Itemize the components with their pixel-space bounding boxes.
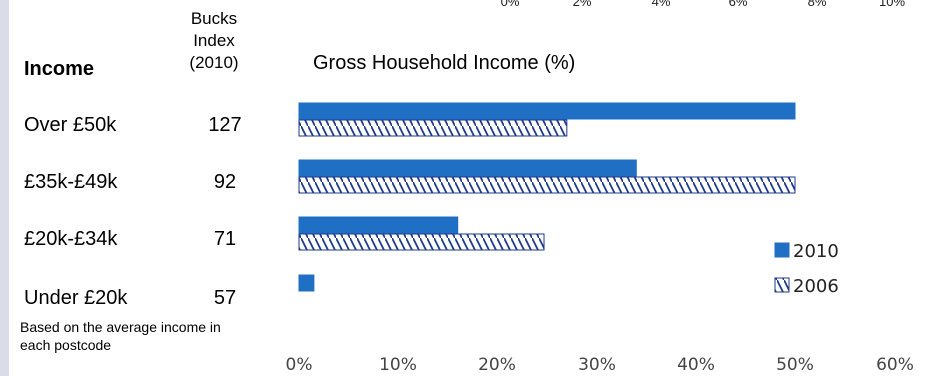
top-tick: 2% — [572, 0, 592, 9]
legend-label-2006: 2006 — [793, 276, 839, 297]
bar-2006-2 — [298, 233, 545, 251]
bar-2010-1 — [298, 159, 637, 177]
row-label-under-20k: Under £20k — [24, 287, 128, 309]
row-index-35k-49k: 92 — [213, 171, 237, 193]
footnote: Based on the average income in each post… — [20, 319, 221, 353]
legend-swatch-2006 — [774, 277, 790, 293]
x-tick-label: 10% — [379, 355, 417, 375]
top-tick: 4% — [651, 0, 671, 9]
top-tick: 10% — [878, 0, 906, 9]
bar-2010-3 — [298, 274, 315, 292]
bar-2006-0 — [298, 119, 568, 137]
x-tick-label: 60% — [876, 355, 914, 375]
row-index-over-50k: 127 — [208, 114, 242, 136]
x-tick-label: 50% — [776, 355, 814, 375]
bar-2010-2 — [298, 216, 459, 234]
top-tick: 6% — [728, 0, 748, 9]
x-tick-label: 30% — [578, 355, 616, 375]
row-index-20k-34k: 71 — [213, 228, 237, 250]
top-tick: 8% — [807, 0, 827, 9]
bucks-index-header: Bucks Index (2010) — [189, 9, 239, 72]
row-index-under-20k: 57 — [213, 287, 237, 309]
x-tick-label: 40% — [677, 355, 715, 375]
legend-swatch-2010 — [774, 242, 790, 258]
bar-2006-1 — [298, 176, 796, 194]
row-label-over-50k: Over £50k — [24, 114, 117, 136]
x-tick-label: 20% — [478, 355, 516, 375]
income-header: Income — [24, 58, 95, 80]
top-tick: 0% — [500, 0, 520, 9]
row-label-35k-49k: £35k-£49k — [24, 171, 118, 193]
left-edge-strip — [0, 0, 9, 376]
row-label-20k-34k: £20k-£34k — [24, 228, 118, 250]
bar-2010-0 — [298, 102, 796, 120]
chart-title: Gross Household Income (%) — [313, 52, 576, 74]
x-tick-label: 0% — [286, 355, 313, 375]
legend-label-2010: 2010 — [793, 241, 839, 262]
